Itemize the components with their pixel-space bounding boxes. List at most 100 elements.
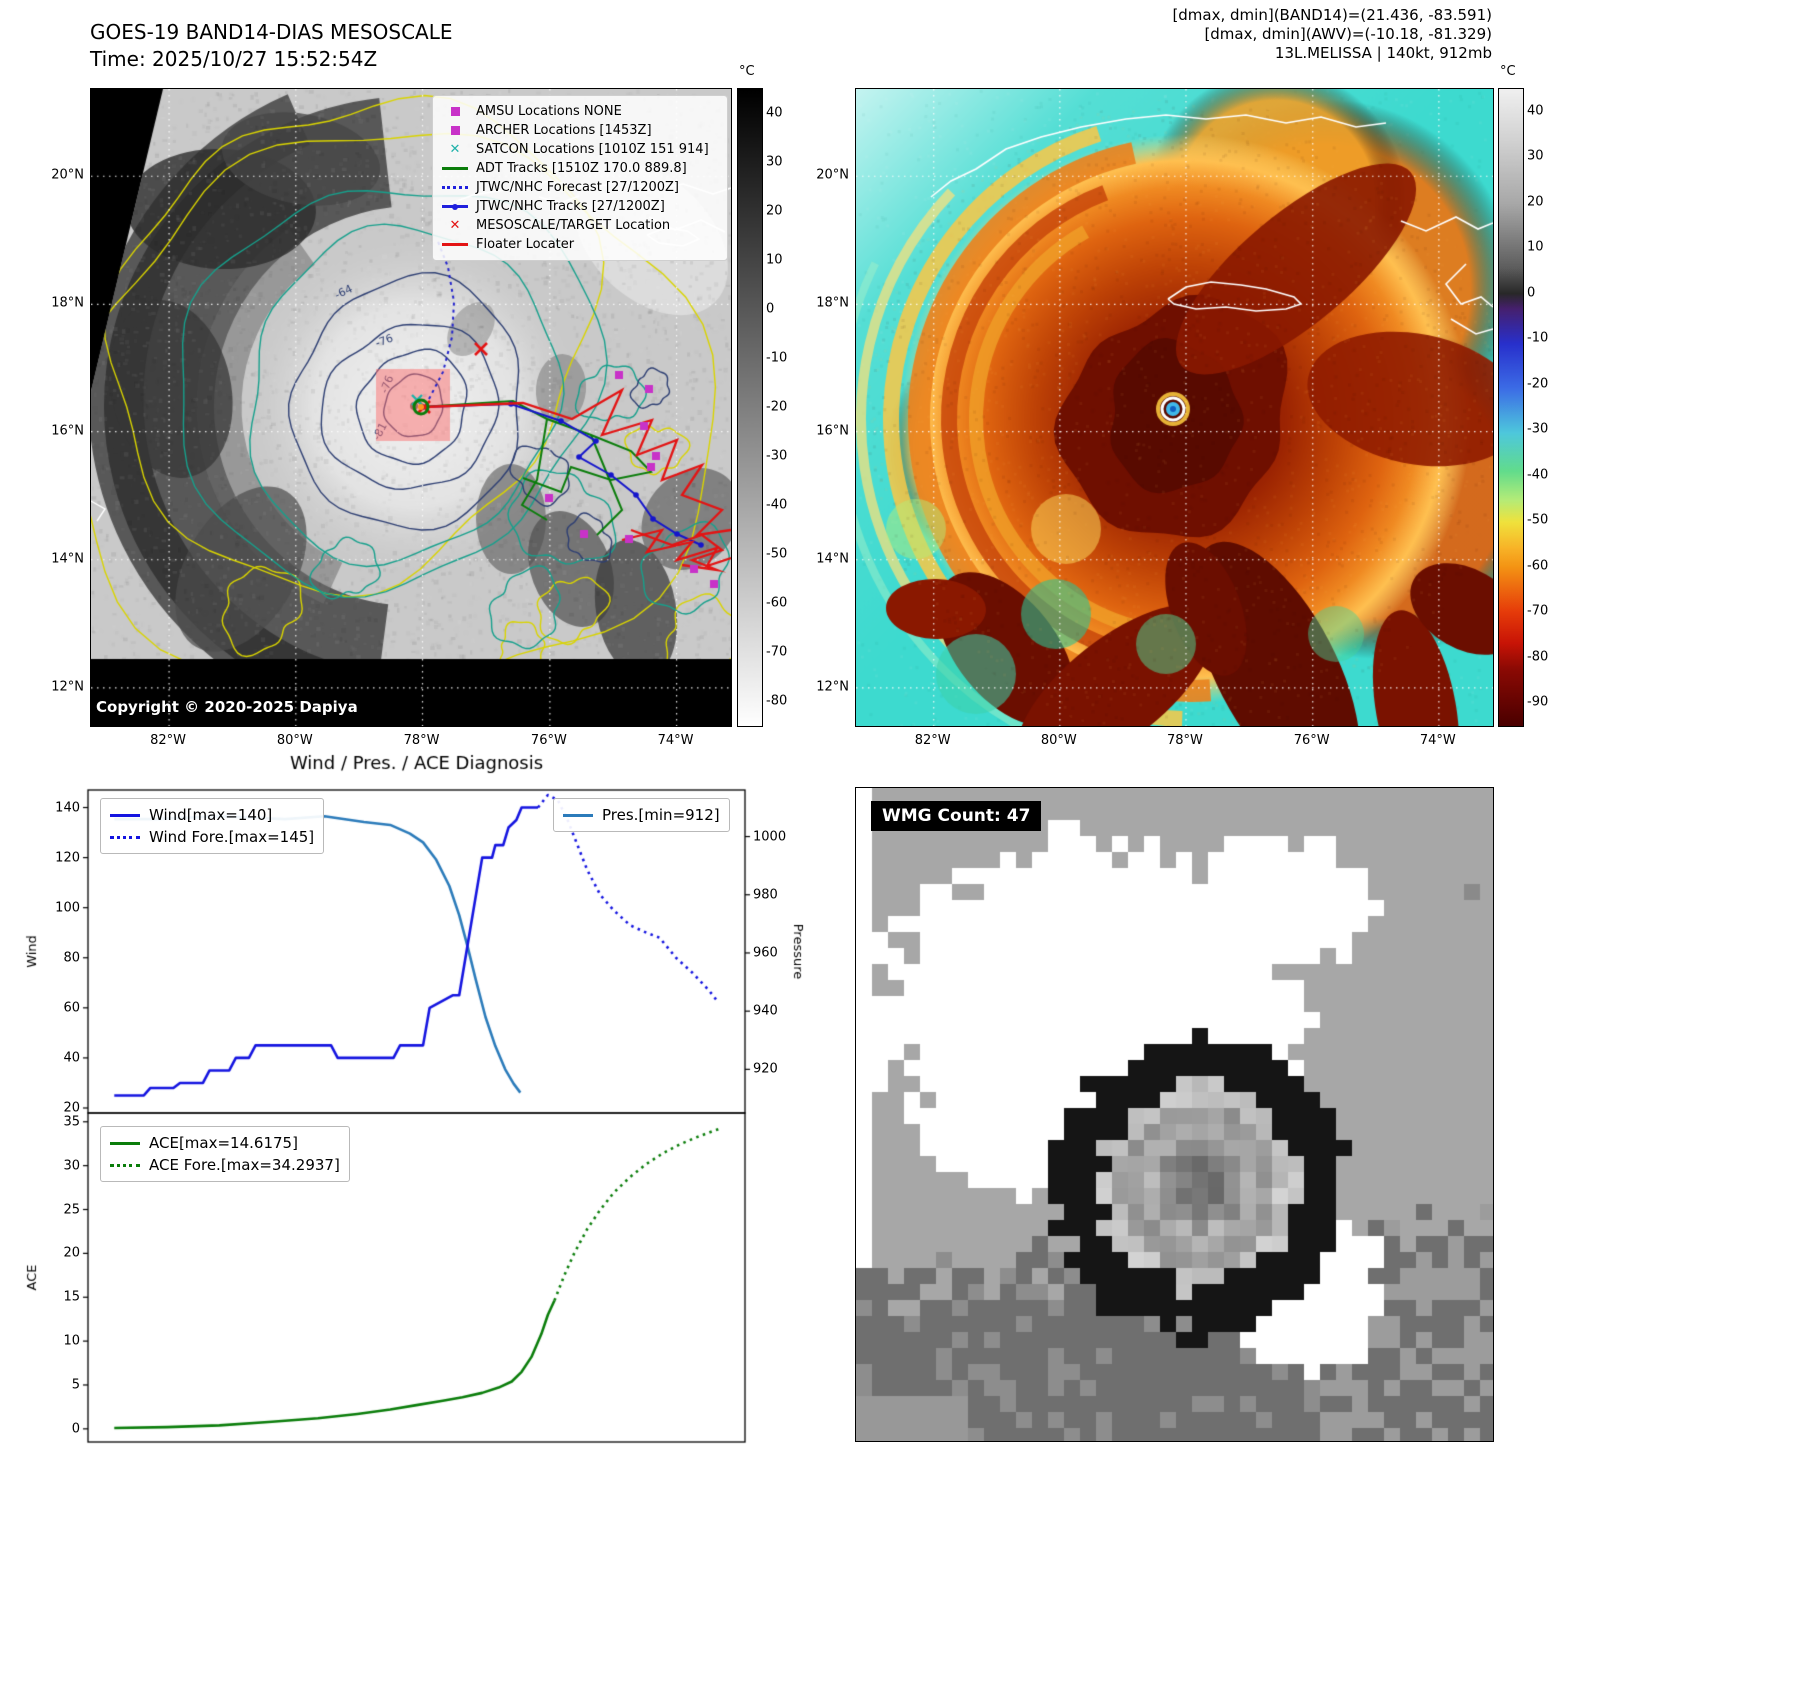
legend-label: MESOSCALE/TARGET Location (476, 218, 671, 233)
square-marker-icon (441, 124, 469, 138)
pressure-ytick-label: 940 (753, 1003, 778, 1019)
ace-ytick-label: 5 (71, 1377, 80, 1393)
lon-tick-label: 82°W (150, 733, 187, 748)
pressure-legend: Pres.[min=912] (553, 798, 730, 832)
wind-legend: Wind[max=140] Wind Fore.[max=145] (100, 798, 325, 854)
lon-tick-label: 76°W (530, 733, 567, 748)
band14-colorbar (737, 88, 763, 727)
line-icon (563, 813, 593, 817)
awv-colorbar-unit: °C (1500, 64, 1516, 79)
band14-panel-title: GOES-19 BAND14-DIAS MESOSCALE (90, 20, 453, 44)
lon-tick-label: 80°W (1040, 733, 1077, 748)
wmg-panel: WMG Count: 47 (855, 787, 1494, 1442)
pressure-ytick-label: 960 (753, 945, 778, 961)
legend-label: Pres.[min=912] (602, 806, 720, 824)
line-icon (441, 162, 469, 176)
lat-tick-label: 12°N (51, 679, 84, 695)
ace-ytick-label: 35 (63, 1114, 80, 1130)
legend-label: JTWC/NHC Forecast [27/1200Z] (476, 180, 679, 195)
wind-ytick-label: 60 (63, 1000, 80, 1016)
legend-label: SATCON Locations [1010Z 151 914] (476, 142, 709, 157)
lon-tick-label: 76°W (1293, 733, 1330, 748)
colorbar-tick-label: -40 (766, 497, 788, 512)
colorbar-tick-label: 10 (1527, 239, 1544, 255)
line-icon (441, 200, 469, 214)
dotted-line-icon (110, 1163, 140, 1167)
lon-tick-label: 74°W (1419, 733, 1456, 748)
band14-colorbar-unit: °C (739, 64, 755, 79)
band14-panel-timestamp: Time: 2025/10/27 15:52:54Z (90, 47, 378, 71)
colorbar-tick-label: -10 (766, 350, 788, 365)
wind-ytick-label: 120 (55, 850, 80, 866)
colorbar-tick-label: 30 (1527, 148, 1544, 164)
legend-row: Pres.[min=912] (563, 804, 720, 826)
pressure-ytick-label: 1000 (753, 829, 787, 845)
legend-label: AMSU Locations NONE (476, 104, 622, 119)
colorbar-tick-label: -70 (1527, 603, 1549, 619)
legend-row: AMSU Locations NONE (441, 102, 719, 121)
legend-label: JTWC/NHC Tracks [27/1200Z] (476, 199, 665, 214)
line-icon (110, 1141, 140, 1145)
ace-legend: ACE[max=14.6175] ACE Fore.[max=34.2937] (100, 1126, 350, 1182)
legend-row: JTWC/NHC Tracks [27/1200Z] (441, 197, 719, 216)
colorbar-tick-label: 40 (766, 105, 783, 120)
colorbar-tick-label: -90 (1527, 694, 1549, 710)
legend-row: ✕ SATCON Locations [1010Z 151 914] (441, 140, 719, 159)
awv-panel-header: [dmax, dmin](BAND14)=(21.436, -83.591) [… (1172, 6, 1492, 63)
colorbar-tick-label: -80 (1527, 649, 1549, 665)
x-marker-icon: ✕ (449, 218, 461, 233)
legend-label: ACE[max=14.6175] (149, 1134, 298, 1152)
colorbar-tick-label: 20 (766, 203, 783, 218)
legend-label: Floater Locater (476, 237, 575, 252)
dotted-line-icon (441, 181, 469, 195)
legend-label: ADT Tracks [1510Z 170.0 889.8] (476, 161, 687, 176)
colorbar-tick-label: -20 (766, 399, 788, 414)
awv-colorbar (1498, 88, 1524, 727)
colorbar-tick-label: -60 (1527, 558, 1549, 574)
lat-tick-label: 20°N (51, 167, 84, 183)
colorbar-tick-label: 30 (766, 154, 783, 169)
colorbar-tick-label: -50 (1527, 512, 1549, 528)
wmg-count-badge: WMG Count: 47 (871, 801, 1042, 831)
lon-tick-label: 80°W (276, 733, 313, 748)
legend-row: ADT Tracks [1510Z 170.0 889.8] (441, 159, 719, 178)
legend-row: ARCHER Locations [1453Z] (441, 121, 719, 140)
colorbar-tick-label: 20 (1527, 194, 1544, 210)
legend-row: ✕ MESOSCALE/TARGET Location (441, 216, 719, 235)
line-icon (441, 238, 469, 252)
ace-ytick-label: 20 (63, 1245, 80, 1261)
ace-ytick-label: 25 (63, 1202, 80, 1217)
pressure-ytick-label: 980 (753, 887, 778, 903)
lat-tick-label: 12°N (816, 679, 849, 695)
lon-tick-label: 78°W (1167, 733, 1203, 748)
colorbar-tick-label: 0 (1527, 285, 1536, 301)
lat-tick-label: 14°N (816, 551, 849, 567)
square-marker-icon (441, 105, 469, 119)
lat-tick-label: 16°N (816, 423, 849, 439)
wmg-pixel-image (856, 788, 1493, 1441)
colorbar-tick-label: -40 (1527, 467, 1549, 483)
legend-row: Wind Fore.[max=145] (110, 826, 314, 848)
ace-ytick-label: 0 (71, 1421, 80, 1437)
colorbar-tick-label: 0 (766, 301, 775, 316)
wind-pres-ace-chart (20, 745, 810, 1460)
colorbar-tick-label: -70 (766, 644, 788, 659)
legend-row: ACE[max=14.6175] (110, 1132, 340, 1154)
lat-tick-label: 14°N (51, 551, 84, 567)
colorbar-tick-label: 10 (766, 252, 783, 267)
wind-ytick-label: 100 (55, 900, 80, 916)
lon-tick-label: 82°W (914, 733, 951, 748)
legend-row: ACE Fore.[max=34.2937] (110, 1154, 340, 1176)
legend-label: ARCHER Locations [1453Z] (476, 123, 652, 138)
legend-row: Wind[max=140] (110, 804, 314, 826)
colorbar-tick-label: -80 (766, 693, 788, 708)
lat-tick-label: 16°N (51, 423, 84, 439)
wind-ytick-label: 40 (63, 1050, 80, 1066)
colorbar-tick-label: -30 (766, 448, 788, 463)
lon-tick-label: 74°W (657, 733, 694, 748)
wind-ytick-label: 140 (55, 800, 80, 816)
dmax-dmin-band14: [dmax, dmin](BAND14)=(21.436, -83.591) (1172, 6, 1492, 24)
storm-id-intensity: 13L.MELISSA | 140kt, 912mb (1274, 44, 1492, 62)
colorbar-tick-label: -10 (1527, 330, 1549, 346)
